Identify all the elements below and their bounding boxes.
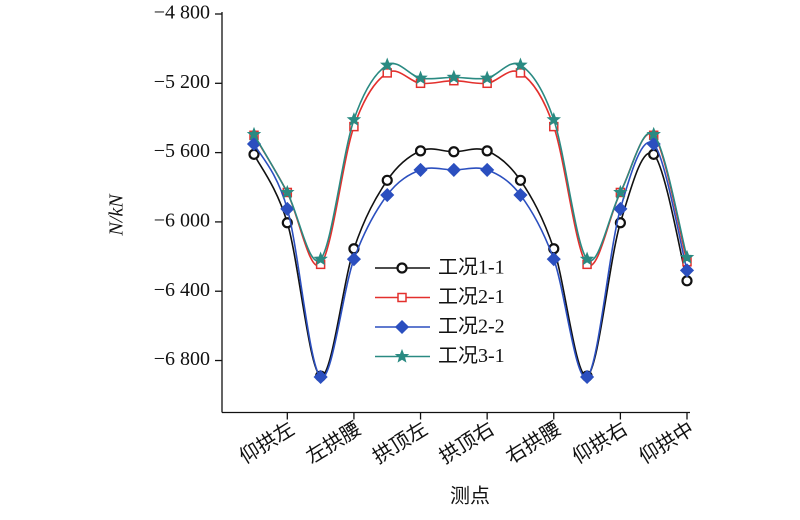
x-axis-label: 测点 [450,485,490,508]
data-point [246,126,262,141]
y-tick-label: −6 000 [154,210,210,232]
data-point [280,184,295,199]
data-point [446,162,461,177]
data-point [546,112,562,126]
data-point [681,275,693,287]
data-point [379,57,395,72]
data-point [679,249,695,264]
legend-label: 工况3-1 [438,345,505,367]
x-tick-label: 左拱腰 [302,417,365,468]
data-point [515,68,526,78]
data-point [346,252,361,267]
data-point [480,162,495,177]
data-point [313,251,328,266]
data-point [248,148,260,160]
data-point [479,70,495,85]
data-point [613,184,628,199]
y-tick-label: −6 400 [154,279,210,301]
x-tick-label: 仰拱左 [235,417,298,468]
legend-marker [394,319,410,335]
x-tick-label: 拱顶右 [435,417,498,468]
legend-marker [396,262,408,274]
data-point [381,174,393,186]
data-point [579,251,595,266]
data-point [413,162,428,177]
x-tick-label: 拱顶左 [369,417,432,468]
data-point [679,263,695,278]
data-point [514,174,527,186]
data-point [613,201,628,216]
data-point [380,187,395,203]
x-tick-label: 仰拱右 [568,417,631,468]
y-tick-label: −6 800 [154,348,210,370]
data-point [382,68,392,78]
data-point [414,145,427,157]
legend-marker [394,348,410,363]
data-point [481,145,493,157]
data-point [513,187,528,203]
data-point [580,369,595,385]
y-axis-label: N/kN [106,193,128,237]
x-tick-label: 右拱腰 [502,417,565,468]
data-point [313,369,328,385]
y-tick-label: −5 200 [154,71,210,93]
legend-label: 工况2-1 [438,286,505,308]
legend-marker [397,292,407,303]
y-tick-label: −4 800 [154,2,210,24]
y-tick-label: −5 600 [154,140,210,162]
data-point [280,201,295,216]
data-point [513,57,528,72]
data-point [648,148,660,160]
series-line [253,62,688,262]
legend-label: 工况1-1 [438,257,505,279]
data-point [546,252,561,267]
legend-label: 工况2-2 [438,316,505,338]
data-point [346,112,362,126]
data-point [446,69,462,84]
data-point [646,126,661,141]
data-point [413,70,428,85]
data-point [448,146,460,158]
x-tick-label: 仰拱中 [635,417,698,468]
